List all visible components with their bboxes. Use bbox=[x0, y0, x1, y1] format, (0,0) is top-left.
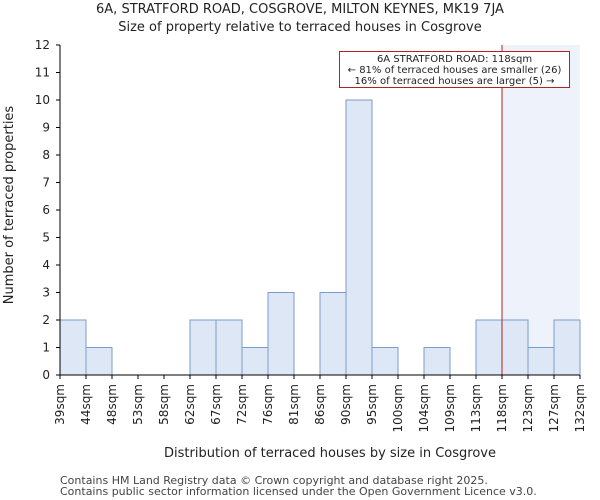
x-tick-label: 127sqm bbox=[547, 384, 561, 432]
bar-127sqm bbox=[553, 319, 581, 376]
bar-123sqm bbox=[527, 347, 555, 376]
x-tick-label: 44sqm bbox=[79, 384, 93, 425]
y-tick-label: 3 bbox=[42, 286, 50, 300]
property-annotation: 6A STRATFORD ROAD: 118sqm ← 81% of terra… bbox=[339, 51, 570, 88]
x-tick-label: 90sqm bbox=[339, 384, 353, 425]
x-tick-label: 67sqm bbox=[209, 384, 223, 425]
bar-39sqm bbox=[59, 319, 87, 376]
x-axis-label: Distribution of terraced houses by size … bbox=[164, 446, 496, 461]
bar-72sqm bbox=[241, 347, 269, 376]
x-tick-label: 48sqm bbox=[105, 384, 119, 425]
x-tick-label: 58sqm bbox=[157, 384, 171, 425]
annotation-line-2: ← 81% of terraced houses are smaller (26… bbox=[347, 65, 562, 76]
bar-90sqm bbox=[345, 99, 373, 376]
x-tick-label: 104sqm bbox=[417, 384, 431, 432]
annotation-line-1: 6A STRATFORD ROAD: 118sqm bbox=[376, 54, 533, 65]
bar-86sqm bbox=[319, 292, 347, 376]
x-tick-label: 62sqm bbox=[183, 384, 197, 425]
y-tick-label: 1 bbox=[42, 341, 50, 355]
y-tick-label: 5 bbox=[42, 231, 50, 245]
x-tick-label: 100sqm bbox=[391, 384, 405, 432]
y-tick-label: 12 bbox=[35, 38, 50, 52]
x-tick-label: 72sqm bbox=[235, 384, 249, 425]
y-tick-label: 11 bbox=[35, 66, 50, 80]
bar-104sqm bbox=[423, 347, 451, 376]
bar-118sqm bbox=[501, 319, 529, 376]
y-tick-label: 7 bbox=[42, 176, 50, 190]
y-tick-label: 2 bbox=[42, 313, 50, 327]
x-tick-label: 95sqm bbox=[365, 384, 379, 425]
y-tick-label: 6 bbox=[42, 203, 50, 217]
x-tick-label: 123sqm bbox=[521, 384, 535, 432]
y-tick-label: 0 bbox=[42, 368, 50, 382]
x-tick-label: 86sqm bbox=[313, 384, 327, 425]
x-tick-label: 118sqm bbox=[495, 384, 509, 432]
x-tick-label: 53sqm bbox=[131, 384, 145, 425]
bar-76sqm bbox=[267, 292, 295, 376]
y-tick-label: 8 bbox=[42, 148, 50, 162]
bar-44sqm bbox=[85, 347, 113, 376]
x-tick-label: 81sqm bbox=[287, 384, 301, 425]
bar-67sqm bbox=[215, 319, 243, 376]
x-tick-label: 109sqm bbox=[443, 384, 457, 432]
x-tick-label: 113sqm bbox=[469, 384, 483, 432]
x-tick-label: 132sqm bbox=[573, 384, 587, 432]
x-tick-label: 76sqm bbox=[261, 384, 275, 425]
bar-113sqm bbox=[475, 319, 503, 376]
chart-title: Size of property relative to terraced ho… bbox=[118, 20, 482, 35]
y-tick-label: 10 bbox=[35, 93, 50, 107]
footer-copyright: Contains HM Land Registry data © Crown c… bbox=[60, 474, 488, 487]
footer-licence: Contains public sector information licen… bbox=[60, 485, 537, 498]
y-axis-label: Number of terraced properties bbox=[2, 106, 17, 305]
bar-95sqm bbox=[371, 347, 399, 376]
annotation-line-3: 16% of terraced houses are larger (5) → bbox=[354, 76, 555, 87]
x-tick-label: 39sqm bbox=[53, 384, 67, 425]
y-tick-label: 4 bbox=[42, 258, 50, 272]
y-tick-label: 9 bbox=[42, 121, 50, 135]
chart-title-address: 6A, STRATFORD ROAD, COSGROVE, MILTON KEY… bbox=[96, 2, 504, 17]
bar-62sqm bbox=[189, 319, 217, 376]
